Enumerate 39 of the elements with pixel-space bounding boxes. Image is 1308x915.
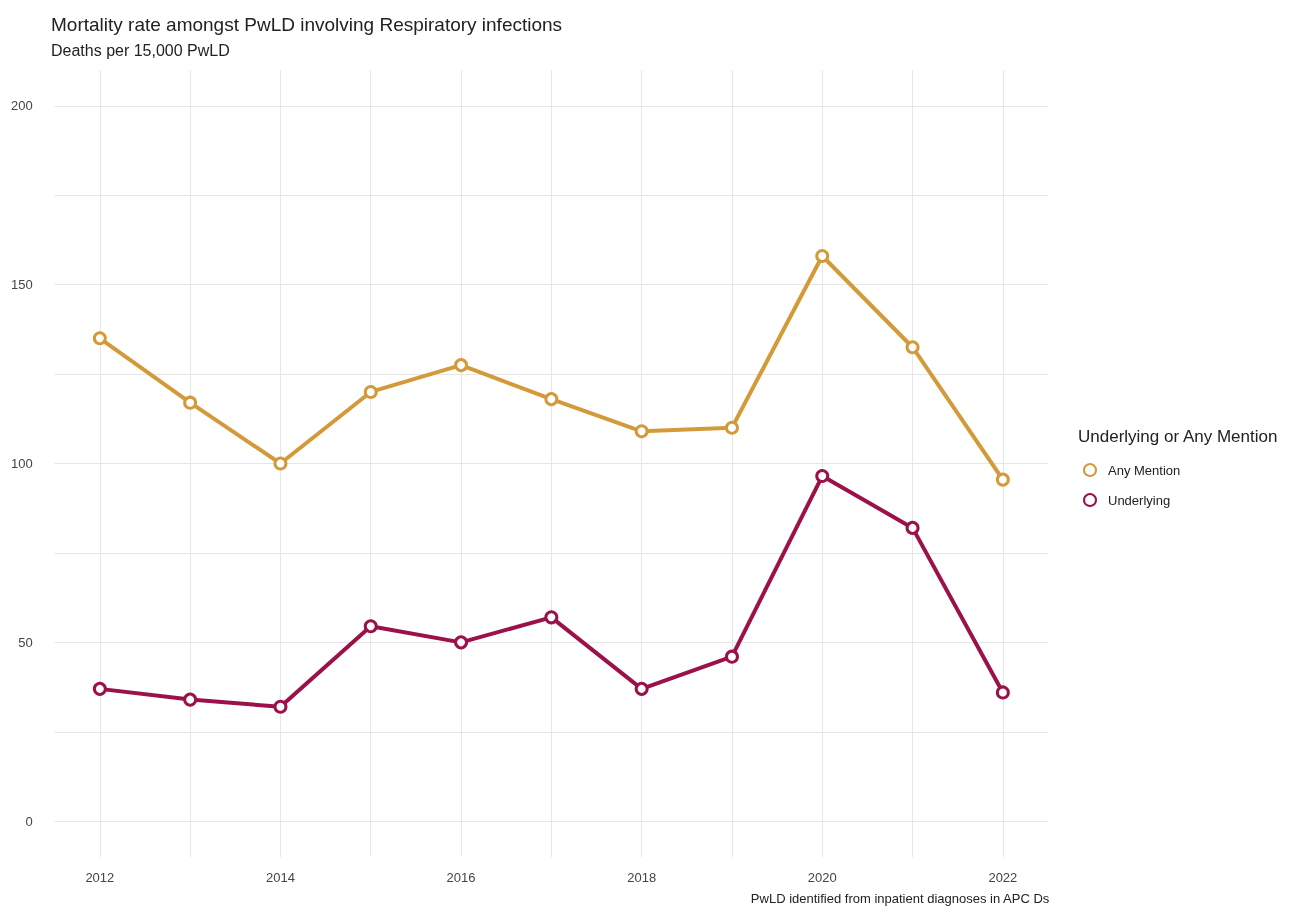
point: [905, 340, 920, 355]
legend-title: Underlying or Any Mention: [1078, 427, 1278, 446]
point: [363, 619, 378, 634]
point: [815, 469, 830, 484]
point: [273, 456, 288, 471]
chart-subtitle: Deaths per 15,000 PwLD: [51, 41, 230, 59]
x-tick-label: 2016: [446, 870, 476, 885]
point: [905, 520, 920, 535]
y-tick-label: 100: [10, 456, 33, 471]
point: [815, 249, 830, 264]
point: [92, 681, 107, 696]
point: [724, 649, 739, 664]
x-tick-label: 2014: [265, 870, 295, 885]
point: [995, 685, 1010, 700]
legend-label: Any Mention: [1108, 462, 1181, 478]
point: [724, 420, 739, 435]
point: [634, 424, 649, 439]
legend-label: Underlying: [1108, 492, 1171, 508]
point: [183, 395, 198, 410]
text: PwLD identified from inpatient diagnoses in APC Ds: [750, 891, 1050, 906]
point: [454, 635, 469, 650]
point: [273, 699, 288, 714]
point: [92, 331, 107, 346]
y-tick-label: 150: [10, 277, 33, 293]
x-tick-label: 2022: [988, 870, 1018, 885]
point: [454, 358, 469, 373]
chart-title: Mortality rate amongst PwLD involving Respiratory infections: [51, 14, 563, 35]
x-tick-label: 2012: [85, 870, 115, 885]
point: [995, 472, 1010, 487]
y-tick-label: 50: [18, 634, 33, 650]
x-tick-label: 2018: [627, 870, 657, 885]
point: [363, 384, 378, 399]
point: [183, 692, 198, 707]
point: [544, 610, 559, 625]
x-tick-label: 2020: [807, 870, 837, 885]
point: [634, 681, 649, 696]
point: [544, 392, 559, 407]
y-tick-label: 0: [25, 813, 33, 829]
y-tick-label: 200: [10, 98, 33, 114]
